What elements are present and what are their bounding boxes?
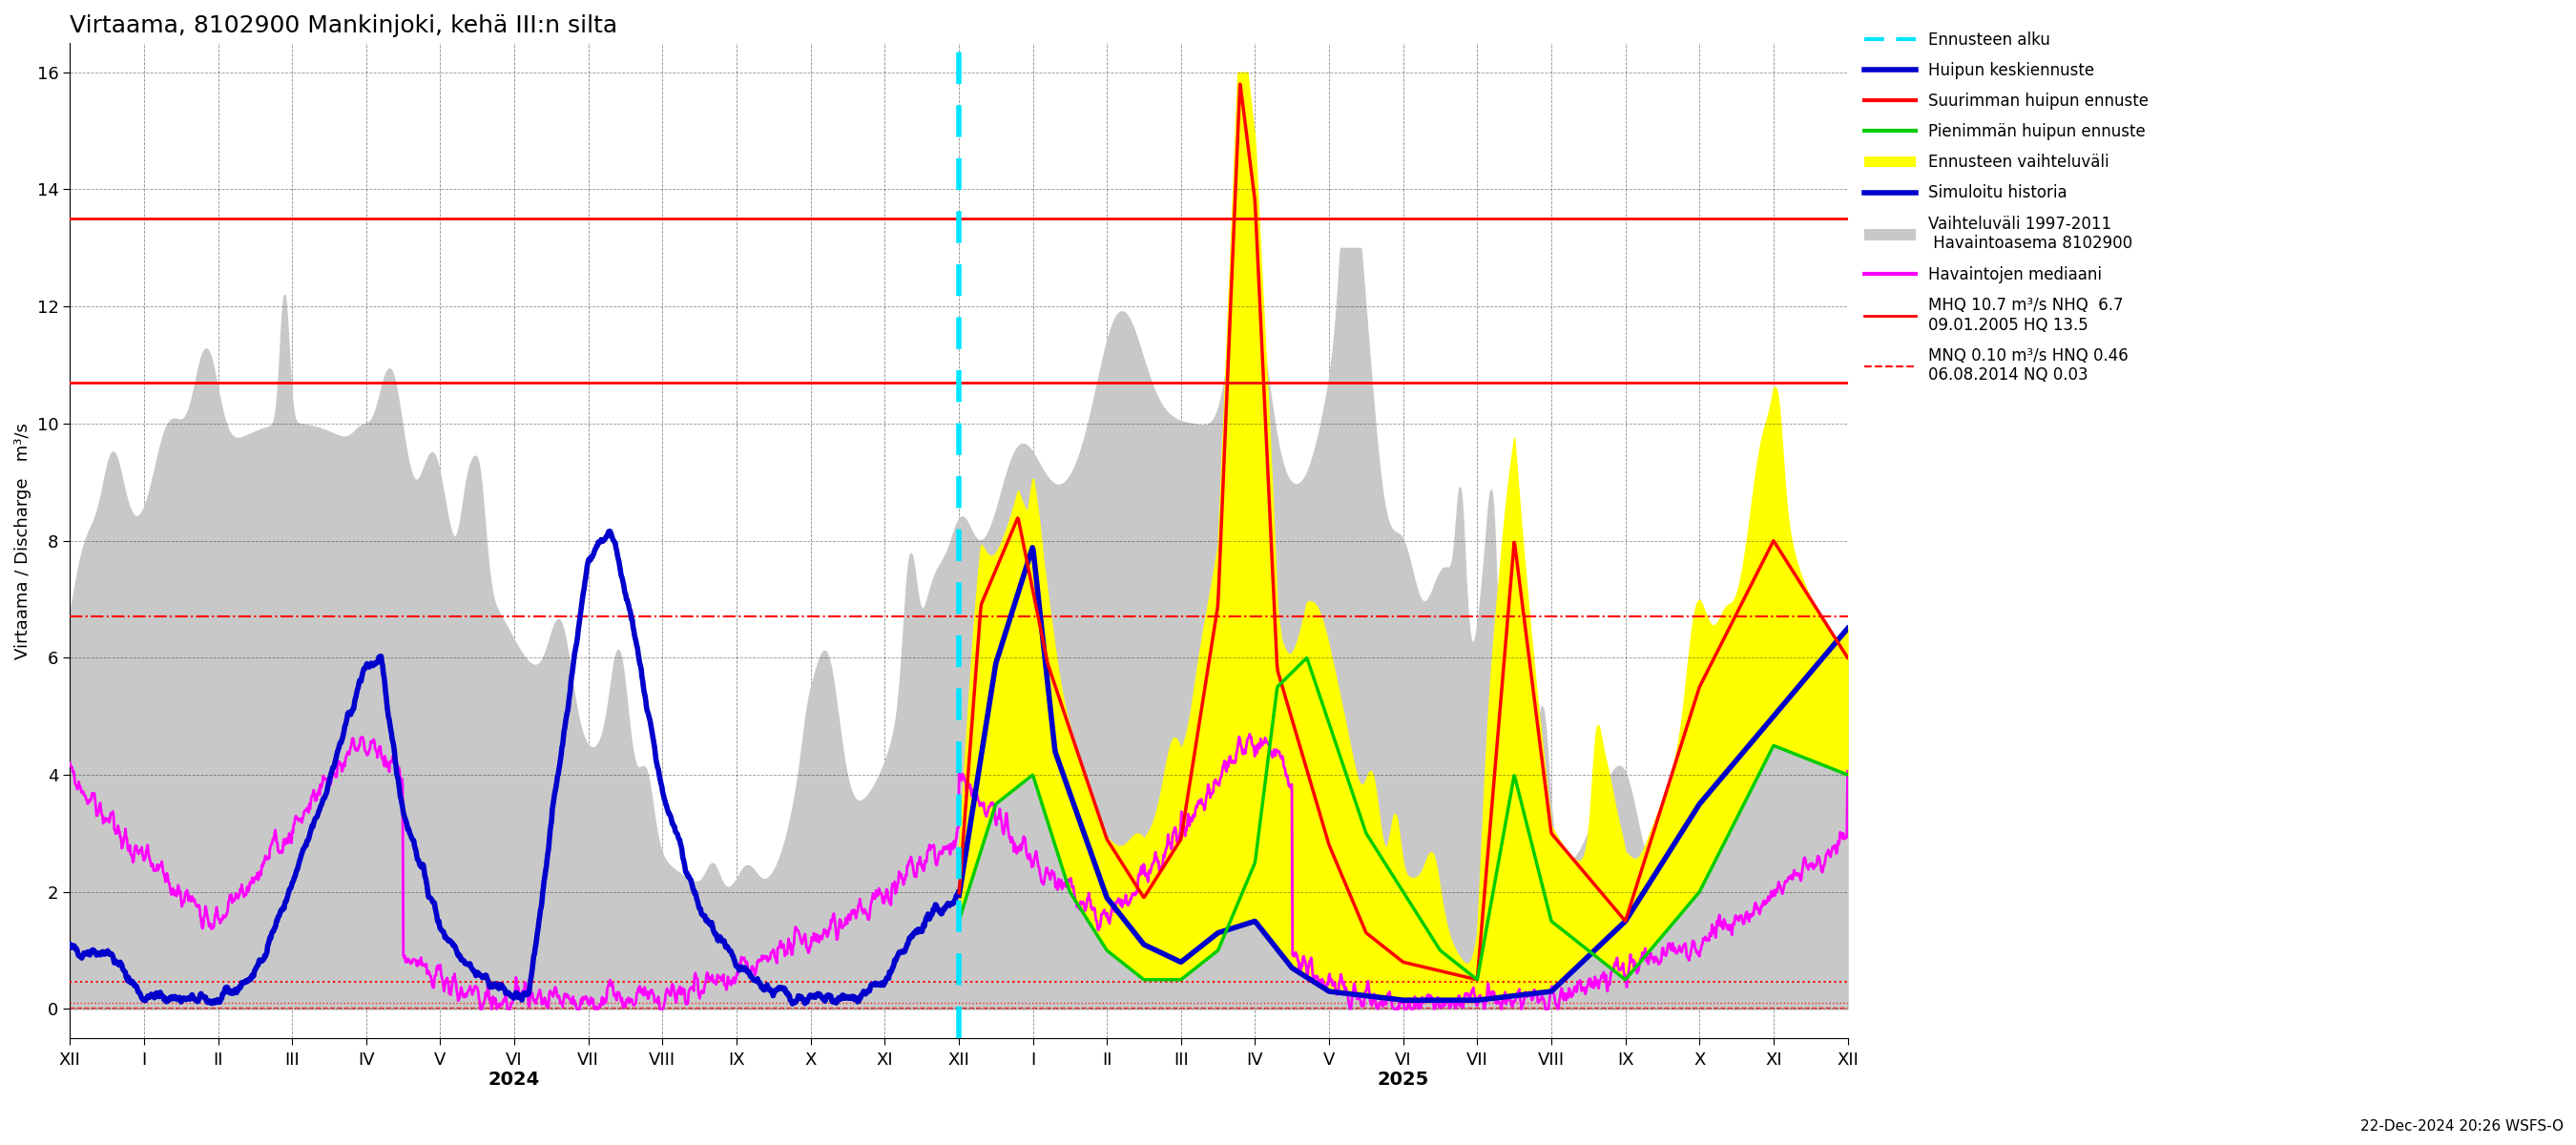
Text: 2025: 2025 [1378,1071,1430,1089]
Text: 2024: 2024 [489,1071,541,1089]
Text: 22-Dec-2024 20:26 WSFS-O: 22-Dec-2024 20:26 WSFS-O [2360,1120,2563,1134]
Legend: Ennusteen alku, Huipun keskiennuste, Suurimman huipun ennuste, Pienimmän huipun : Ennusteen alku, Huipun keskiennuste, Suu… [1865,31,2148,384]
Text: Virtaama, 8102900 Mankinjoki, kehä III:n silta: Virtaama, 8102900 Mankinjoki, kehä III:n… [70,14,618,37]
Y-axis label: Virtaama / Discharge   m³/s: Virtaama / Discharge m³/s [15,423,31,658]
